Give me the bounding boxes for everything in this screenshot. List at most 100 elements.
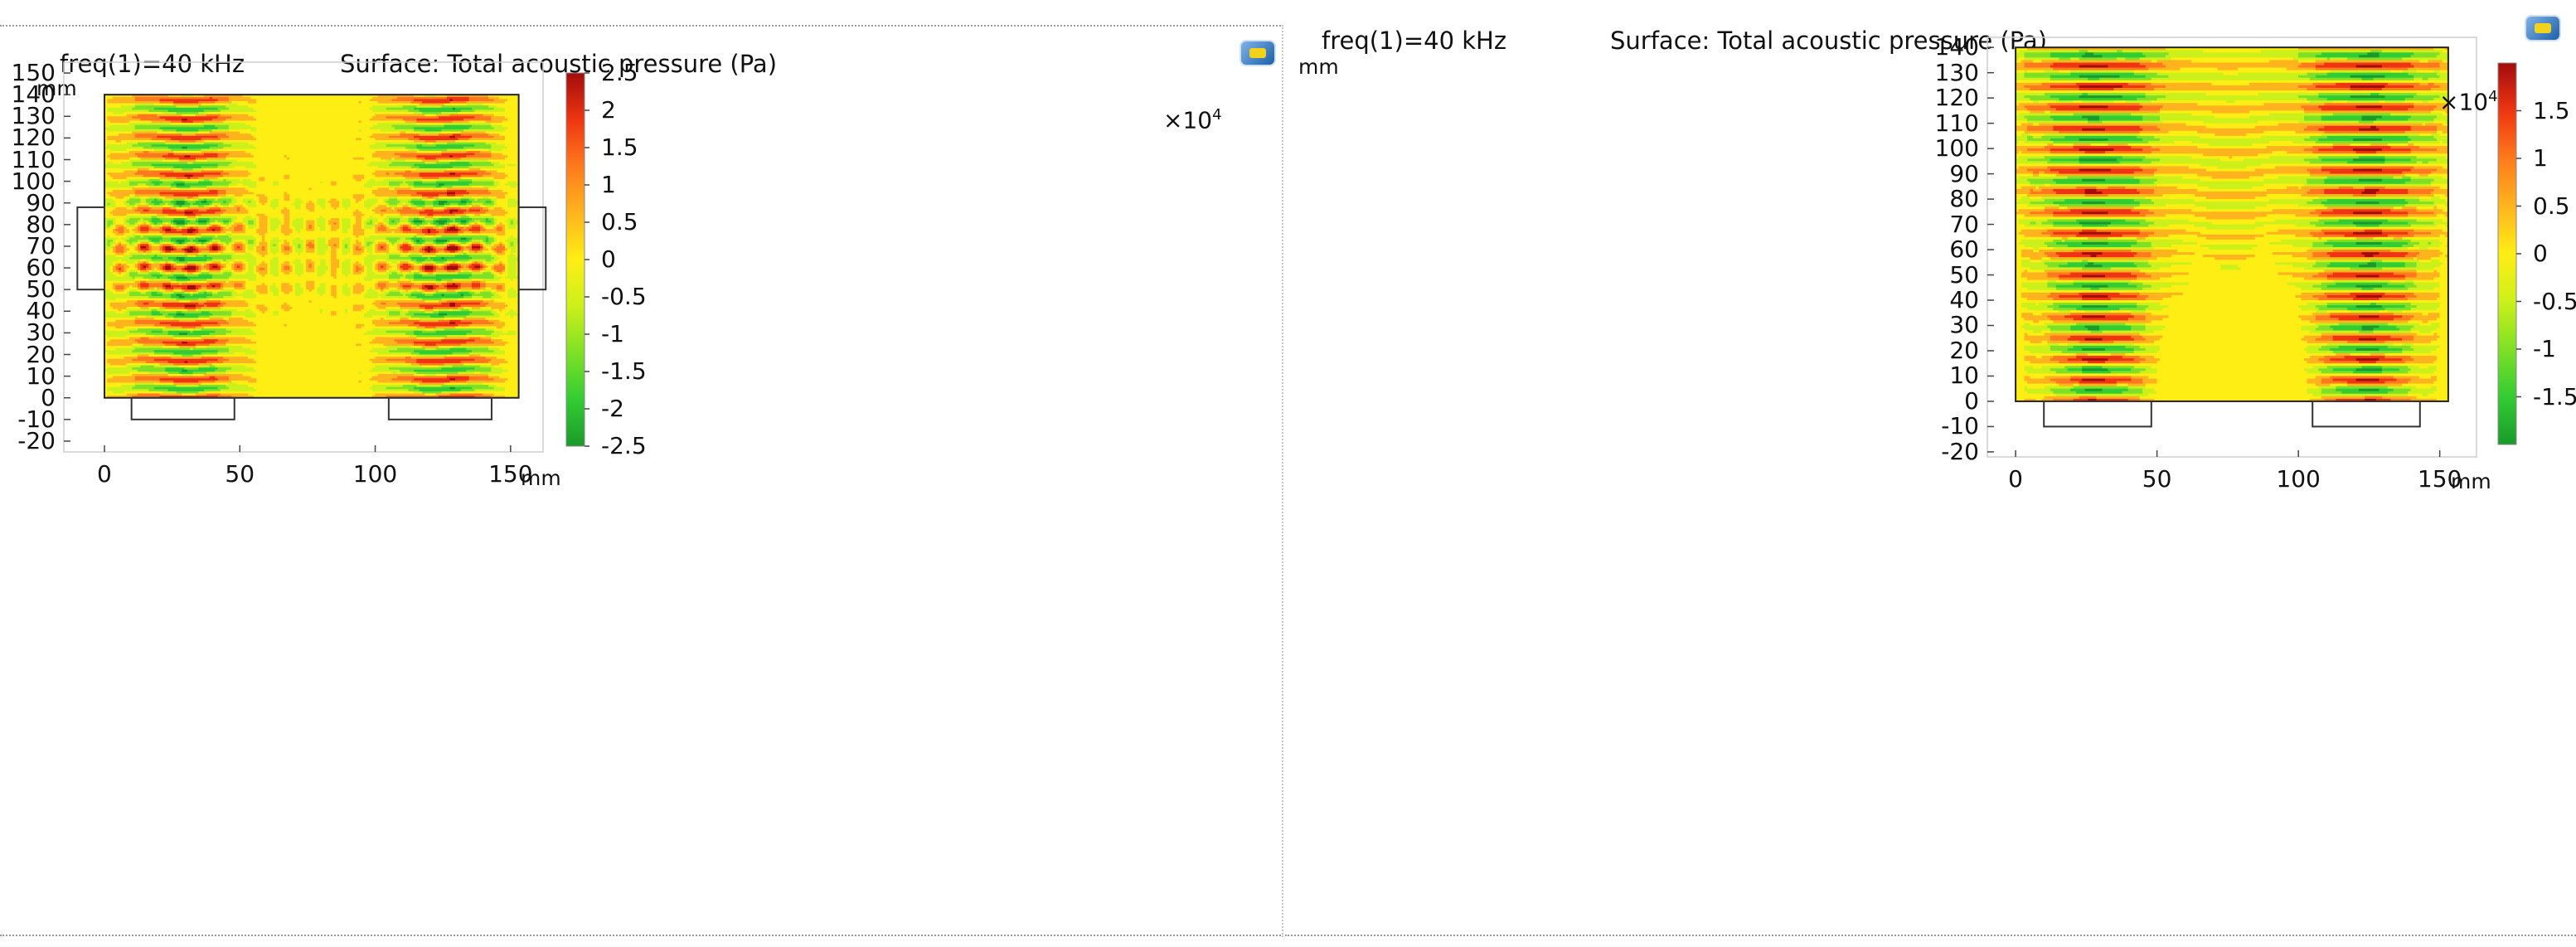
field-cell <box>300 99 304 102</box>
field-cell <box>410 101 415 104</box>
field-cell <box>109 96 114 100</box>
field-cell <box>286 101 290 104</box>
field-cell <box>455 96 458 100</box>
field-cell <box>298 99 302 102</box>
field-cell <box>358 95 362 98</box>
field-cell <box>162 96 166 100</box>
field-cell <box>308 96 313 100</box>
field-cell <box>173 96 177 100</box>
field-cell <box>352 101 357 104</box>
field-cell <box>132 101 136 104</box>
field-cell <box>507 95 512 98</box>
field-cell <box>483 96 487 100</box>
field-cell <box>516 101 519 104</box>
pressure-field <box>104 95 519 398</box>
field-cell <box>314 96 318 100</box>
field-cell <box>124 99 128 102</box>
field-cell <box>389 95 392 98</box>
field-cell <box>253 99 257 102</box>
field-cell <box>483 95 487 98</box>
field-cell <box>350 96 354 100</box>
field-cell <box>109 101 114 104</box>
field-cell <box>140 101 144 104</box>
field-cell <box>195 99 199 102</box>
field-cell <box>124 103 128 106</box>
field-cell <box>419 96 423 100</box>
field-cell <box>248 96 252 100</box>
field-cell <box>306 95 310 98</box>
field-cell <box>148 95 153 98</box>
field-cell <box>236 99 240 102</box>
field-cell <box>118 99 122 102</box>
field-cell <box>339 101 343 104</box>
field-cell <box>303 101 307 104</box>
field-cell <box>226 95 230 98</box>
field-cell <box>231 96 235 100</box>
field-cell <box>170 101 174 104</box>
field-cell <box>211 99 216 102</box>
field-cell <box>240 96 244 100</box>
field-cell <box>400 96 404 100</box>
field-cell <box>124 96 128 100</box>
field-cell <box>126 103 130 106</box>
field-cell <box>157 95 161 98</box>
field-cell <box>242 95 246 98</box>
field-cell <box>250 95 255 98</box>
field-cell <box>264 96 269 100</box>
field-cell <box>112 99 116 102</box>
field-cell <box>220 96 224 100</box>
field-cell <box>201 95 205 98</box>
field-cell <box>281 101 285 104</box>
field-cell <box>209 99 213 102</box>
field-cell <box>242 101 246 104</box>
field-cell <box>104 99 108 102</box>
field-cell <box>435 96 439 100</box>
field-cell <box>381 101 384 104</box>
field-cell <box>264 99 269 102</box>
field-cell <box>319 95 323 98</box>
field-cell <box>356 101 360 104</box>
field-cell <box>358 101 362 104</box>
field-cell <box>327 99 332 102</box>
field-cell <box>347 95 352 98</box>
field-cell <box>441 96 445 100</box>
field-cell <box>176 96 180 100</box>
field-cell <box>477 99 481 102</box>
field-cell <box>203 96 207 100</box>
field-cell <box>358 99 362 102</box>
field-cell <box>386 95 390 98</box>
field-cell <box>433 95 437 98</box>
field-cell <box>148 96 153 100</box>
field-cell <box>267 95 271 98</box>
field-cell <box>493 101 497 104</box>
field-cell <box>331 96 335 100</box>
field-cell <box>261 96 265 100</box>
field-cell <box>311 101 315 104</box>
field-cell <box>118 101 122 104</box>
field-cell <box>292 95 296 98</box>
field-cell <box>339 95 343 98</box>
field-cell <box>477 95 481 98</box>
field-cell <box>184 95 188 98</box>
field-cell <box>126 101 130 104</box>
field-cell <box>215 96 219 100</box>
field-cell <box>333 99 337 102</box>
field-cell <box>460 99 464 102</box>
field-cell <box>198 101 202 104</box>
field-cell <box>153 101 158 104</box>
field-cell <box>372 95 376 98</box>
field-cell <box>223 95 227 98</box>
field-cell <box>173 95 177 98</box>
field-cell <box>143 96 147 100</box>
field-cell <box>383 95 387 98</box>
field-cell <box>333 101 337 104</box>
field-cell <box>458 95 462 98</box>
field-cell <box>264 101 269 104</box>
field-cell <box>419 95 423 98</box>
field-cell <box>259 95 263 98</box>
field-cell <box>386 96 390 100</box>
field-cell <box>419 101 423 104</box>
field-cell <box>153 99 158 102</box>
field-cell <box>504 99 508 102</box>
field-cell <box>162 103 166 106</box>
